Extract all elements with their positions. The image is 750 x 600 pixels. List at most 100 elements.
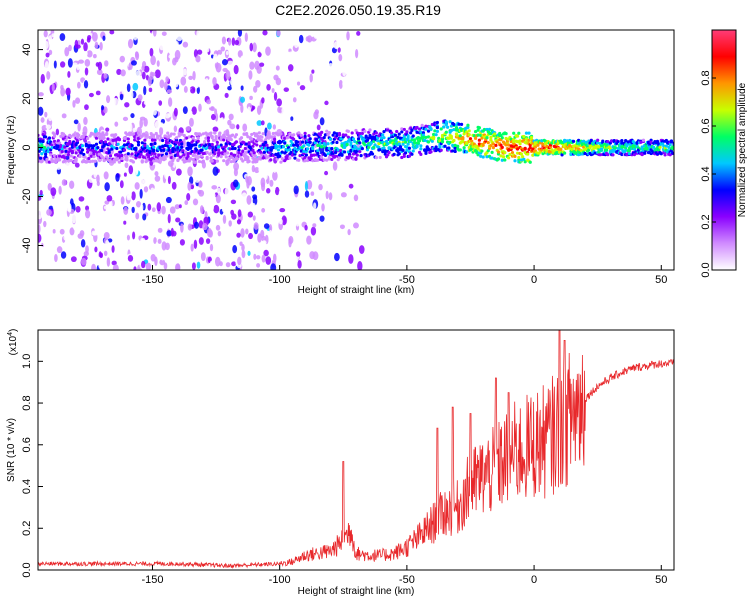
spectrogram-ridge-cell [479,133,483,138]
spectrogram-ridge-cell [223,149,227,153]
spectrogram-ridge-cell [131,160,135,164]
spectrogram-noise-blob [43,220,47,228]
spectrogram-noise-blob [84,209,91,219]
spectrogram-ridge-cell [426,129,431,133]
spectrogram-ridge-cell [251,160,255,164]
spectrogram-noise-blob [355,48,359,59]
spectrogram-ridge-cell [88,148,92,152]
snr-multiplier: (x104) [7,329,19,356]
spectrogram-ridge-cell [527,138,531,142]
spectrogram-noise-blob [107,52,112,57]
colorbar-tick-label: 0.6 [700,118,712,133]
spectrogram-noise-blob [67,71,71,78]
spectrogram-ridge-cell [353,139,357,144]
spectrogram-ridge-cell [223,152,227,156]
spectrogram-ridge-cell [56,139,60,143]
spectrogram-ridge-cell [358,132,362,136]
spectrogram-ridge-cell [105,131,109,136]
spectrogram-ridge-cell [205,133,209,137]
spectrogram-ridge-cell [316,158,320,162]
spectrogram-ridge-cell [164,139,169,143]
spectrogram-noise-blob [314,45,319,56]
spectrogram-noise-blob [261,97,265,104]
spectrogram-ridge-cell [438,145,442,149]
spectrogram-ridge-cell [210,159,214,163]
spectrogram-ridge-cell [276,152,281,156]
spectrogram-noise-blob [330,90,335,98]
spectrogram-noise-blob [246,178,250,189]
spectrogram-ridge-cell [100,148,104,153]
spectrogram-ridge-cell [354,145,358,150]
spectrogram-noise-blob [267,195,272,203]
spectrogram-noise-blob [237,50,243,58]
spectrogram-ridge-cell [494,143,498,147]
spectrogram-ridge-cell [191,153,195,158]
spectrogram-ridge-cell [335,140,339,145]
spectrogram-ridge-cell [500,145,504,149]
spectrogram-ridge-cell [545,148,549,152]
spectrogram-noise-blob [230,199,237,205]
spectrogram-ridge-cell [527,131,531,135]
spectrogram-noise-blob [260,49,267,54]
spectrogram-noise-blob [311,81,315,88]
spectrogram-noise-blob [248,70,253,80]
spectrogram-ridge-cell [290,153,294,157]
spectrogram-noise-blob [93,168,98,179]
spectrogram-noise-blob [52,228,56,234]
spectrogram-ridge-cell [223,135,227,139]
spectrogram-noise-blob [102,35,106,41]
spectrogram-ridge-cell [368,133,372,138]
figure-title: C2E2.2026.050.19.35.R19 [275,2,441,18]
spectrogram-noise-blob [83,42,88,52]
spectrogram-noise-blob [172,34,177,39]
spectrogram-noise-blob [324,92,329,99]
spectrogram-ridge-cell [349,140,353,145]
spectrogram-noise-blob [134,182,140,190]
spectrogram-noise-blob [205,46,210,53]
spectrogram-ridge-cell [126,137,130,141]
spectrogram-ridge-cell [503,151,507,155]
spectrogram-noise-blob [312,251,319,261]
spectrogram-ridge-cell [113,133,118,137]
spectrogram-ridge-cell [620,141,624,145]
spectrogram-ridge-cell [421,133,426,137]
spectrogram-ridge-cell [197,159,202,164]
spectrogram-ridge-cell [50,157,54,161]
spectrogram-noise-blob [73,119,79,125]
spectrogram-noise-blob [71,62,78,68]
snr-y-label: SNR (10 * v/v) [6,418,17,482]
spectrogram-noise-blob [225,128,230,134]
spectrogram-ridge-cell [486,141,490,145]
spectrogram-ridge-cell [616,139,620,144]
spectrogram-noise-blob [150,253,156,262]
spectrogram-noise-blob [43,30,48,38]
spectrogram-ridge-cell [233,146,237,151]
spectrogram-noise-blob [254,108,258,114]
spectrogram-noise-blob [212,76,217,86]
spectrogram-noise-blob [173,125,178,133]
spectrogram-ridge-cell [180,132,184,136]
spectrogram-ridge-cell [668,143,672,147]
spectrogram-ridge-cell [512,131,516,135]
spectrogram-ridge-cell [624,148,628,152]
spectrogram-noise-blob [157,227,163,233]
spectrogram-ridge-cell [218,131,222,135]
spectrogram-noise-blob [224,92,229,98]
spectrogram-ridge-cell [479,154,483,158]
spectrogram-noise-blob [74,162,80,168]
spectrogram-ridge-cell [487,127,492,131]
spectrogram-ridge-cell [345,142,349,147]
spectrogram-noise-blob [161,205,166,215]
spectrogram-ridge-cell [489,132,493,136]
spectrogram-ridge-cell [83,131,87,136]
spectrogram-ridge-cell [144,133,148,138]
spectrogram-ridge-cell [504,132,508,136]
spectrogram-noise-blob [328,63,334,69]
spectrogram-ridge-cell [41,139,45,144]
spectrogram-ridge-cell [369,141,373,145]
spectrogram-ridge-cell [424,135,428,140]
spectrogram-ridge-cell [466,123,470,127]
spectrogram-ridge-cell [38,156,43,160]
spectrogram-noise-blob [66,202,72,212]
spectrogram-ridge-cell [224,155,228,159]
